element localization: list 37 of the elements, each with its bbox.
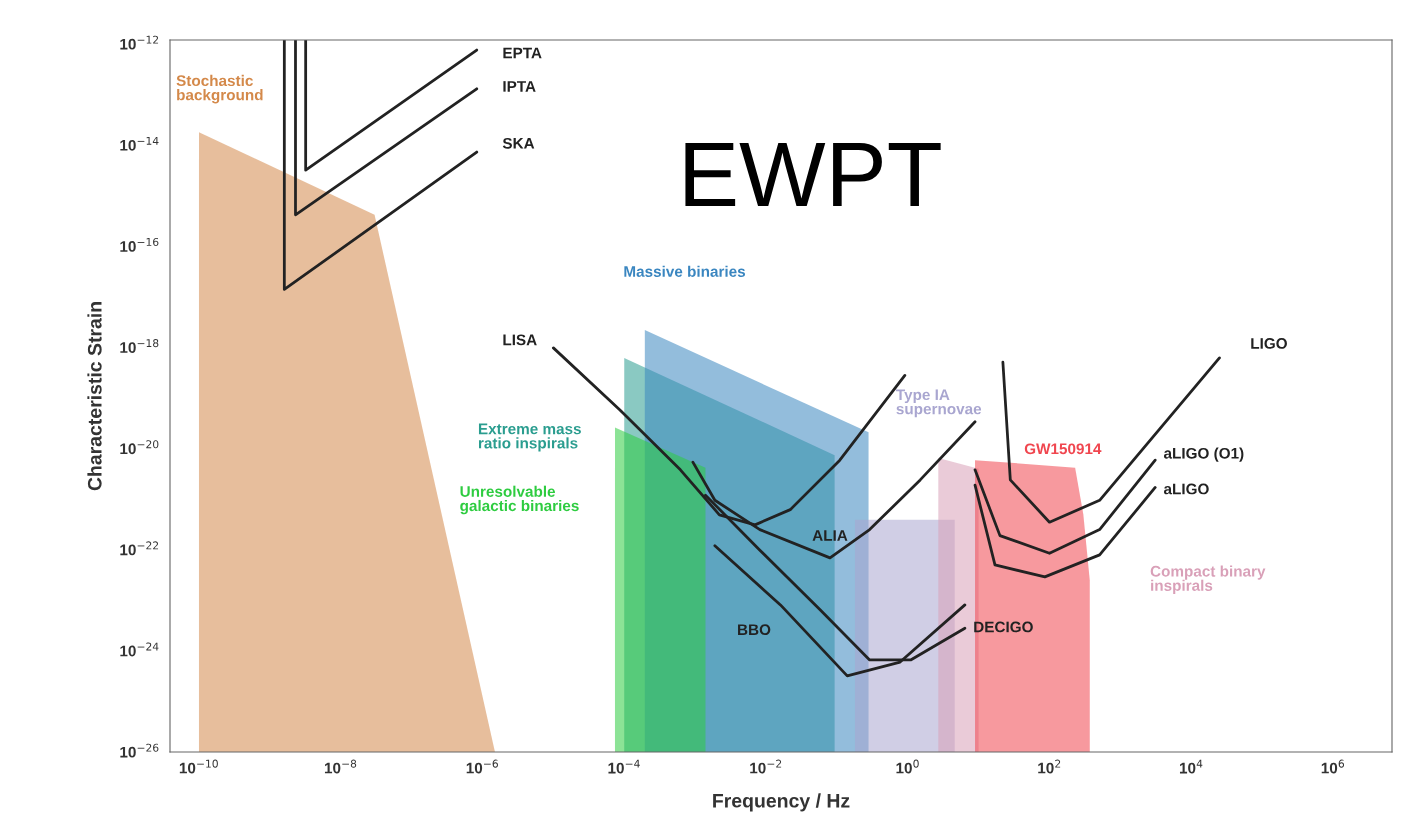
text: Stochastic background bbox=[176, 74, 263, 104]
series-label: IPTA bbox=[503, 81, 536, 92]
x-tick-label: 10$^{4}$ bbox=[1179, 759, 1203, 774]
y-tick-label: 10$^{−24}$ bbox=[120, 642, 159, 657]
x-tick-label: 10$^{−6}$ bbox=[466, 759, 498, 774]
series-label: DECIGO bbox=[974, 621, 1033, 633]
series-label: SKA bbox=[502, 137, 535, 149]
y-axis-title: Characteristic Strain bbox=[87, 302, 102, 491]
x-tick-label: 10$^{−10}$ bbox=[179, 759, 218, 774]
text: Compact binary inspirals bbox=[1150, 565, 1266, 594]
series-label: GW150914 bbox=[1024, 443, 1102, 455]
series-label: BBO bbox=[738, 624, 771, 636]
x-tick-label: 10$^{2}$ bbox=[1038, 759, 1061, 774]
y-tick-label: 10$^{−22}$ bbox=[120, 541, 159, 556]
x-tick-label: 10$^{0}$ bbox=[896, 759, 919, 774]
text: LIGO bbox=[1251, 338, 1287, 349]
x-tick-label: 10$^{6}$ bbox=[1321, 759, 1345, 774]
y-tick-label: 10$^{−20}$ bbox=[120, 440, 159, 455]
y-tick-label: 10$^{−18}$ bbox=[120, 339, 159, 353]
y-tick-label: 10$^{−16}$ bbox=[120, 237, 159, 252]
series-label: EPTA bbox=[503, 47, 542, 59]
y-tick-label: 10$^{−26}$ bbox=[120, 743, 159, 758]
y-tick-label: 10$^{−12}$ bbox=[120, 35, 159, 50]
y-tick-label: 10$^{−14}$ bbox=[120, 136, 159, 151]
series-label: ALIA bbox=[812, 530, 848, 541]
x-axis-title: Frequency / Hz bbox=[713, 793, 850, 812]
x-tick-label: 10$^{−2}$ bbox=[750, 759, 782, 774]
x-tick-label: 10$^{−4}$ bbox=[608, 759, 640, 774]
x-tick-label: 10$^{−8}$ bbox=[324, 759, 357, 774]
text: EWPT bbox=[685, 143, 941, 207]
series-label: aLIGO bbox=[1163, 483, 1209, 495]
series-label: aLIGO (O1) bbox=[1163, 447, 1244, 462]
text: Massive binaries bbox=[624, 265, 746, 277]
series-label: LISA bbox=[503, 334, 537, 346]
text: Unresolvable galactic binaries bbox=[460, 485, 579, 515]
text: Type IA supernovae bbox=[896, 389, 982, 418]
text: Extreme mass ratio inspirals bbox=[478, 423, 581, 452]
